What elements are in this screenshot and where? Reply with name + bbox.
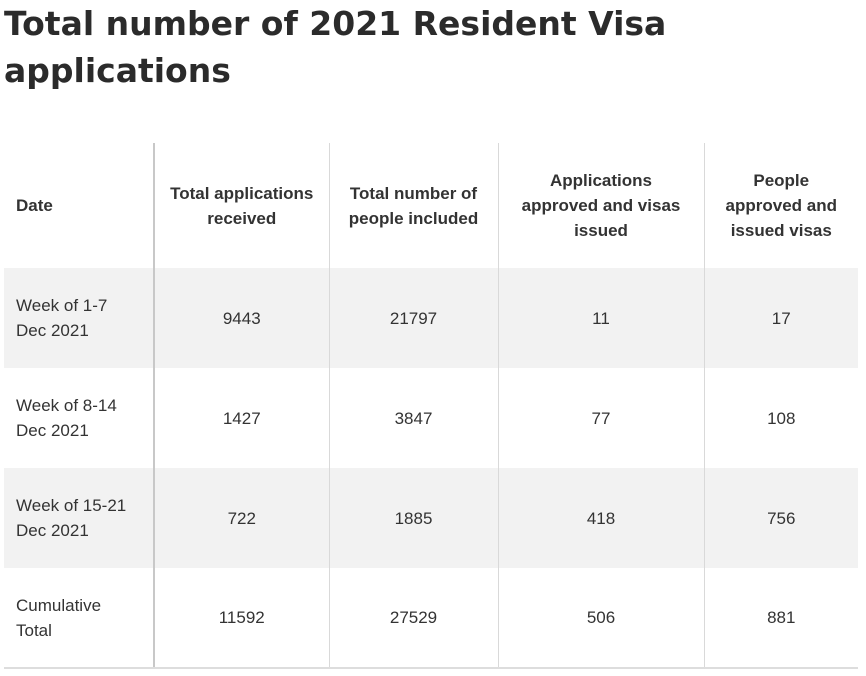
row-date-cell: Week of 8-14 Dec 2021 — [4, 368, 155, 468]
header-total-people: Total number of people included — [328, 143, 498, 268]
total-applications-cell: 9443 — [153, 268, 329, 368]
resident-visa-table: Date Total applications received Total n… — [4, 143, 858, 669]
table-row: Week of 15-21 Dec 2021 722 1885 418 756 — [4, 468, 858, 568]
applications-approved-cell: 77 — [497, 368, 704, 468]
header-people-approved: People approved and issued visas — [703, 143, 858, 268]
header-date: Date — [4, 143, 155, 268]
table-row-cumulative-total: Cumulative Total 11592 27529 506 881 — [4, 568, 858, 669]
total-applications-cell: 722 — [153, 468, 329, 568]
table-header: Date Total applications received Total n… — [4, 143, 858, 268]
total-people-cell: 1885 — [328, 468, 498, 568]
total-applications-cell: 11592 — [153, 568, 329, 669]
row-date-cell: Week of 1-7 Dec 2021 — [4, 268, 155, 368]
applications-approved-cell: 11 — [497, 268, 704, 368]
applications-approved-cell: 506 — [497, 568, 704, 669]
total-people-cell: 3847 — [328, 368, 498, 468]
page-title: Total number of 2021 Resident Visa appli… — [4, 4, 667, 90]
row-date-cell: Week of 15-21 Dec 2021 — [4, 468, 155, 568]
table-row: Week of 1-7 Dec 2021 9443 21797 11 17 — [4, 268, 858, 368]
total-applications-cell: 1427 — [153, 368, 329, 468]
row-date-cell: Cumulative Total — [4, 568, 155, 669]
header-row: Date Total applications received Total n… — [4, 143, 858, 268]
people-approved-cell: 108 — [703, 368, 858, 468]
applications-approved-cell: 418 — [497, 468, 704, 568]
total-people-cell: 27529 — [328, 568, 498, 669]
header-total-applications: Total applications received — [153, 143, 329, 268]
people-approved-cell: 756 — [703, 468, 858, 568]
header-applications-approved: Applications approved and visas issued — [497, 143, 704, 268]
resident-visa-table-container: Date Total applications received Total n… — [4, 143, 858, 669]
people-approved-cell: 881 — [703, 568, 858, 669]
people-approved-cell: 17 — [703, 268, 858, 368]
table-body: Week of 1-7 Dec 2021 9443 21797 11 17 We… — [4, 268, 858, 669]
total-people-cell: 21797 — [328, 268, 498, 368]
table-row: Week of 8-14 Dec 2021 1427 3847 77 108 — [4, 368, 858, 468]
